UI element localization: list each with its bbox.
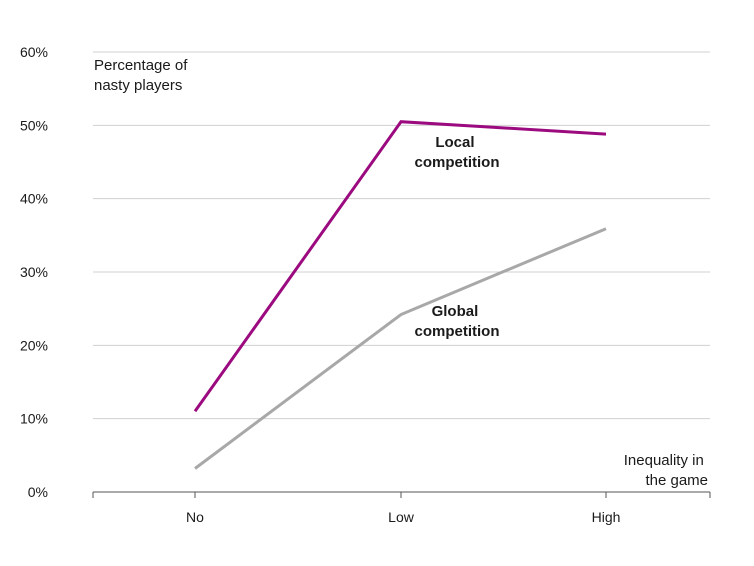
series-line-global-competition — [194, 227, 607, 470]
y-tick-label: 30% — [20, 264, 48, 280]
series-label-local-line-1: Local — [435, 134, 474, 151]
x-axis — [92, 491, 711, 498]
series-label-global-competition: Global competition — [415, 303, 500, 340]
y-axis-title: Percentage of nasty players — [94, 57, 192, 94]
x-axis-title: Inequality in the game — [624, 452, 708, 489]
gridlines — [93, 51, 710, 420]
y-tick-label: 60% — [20, 44, 48, 60]
series-label-local-competition: Local competition — [415, 134, 500, 171]
series-label-global-line-2: competition — [415, 323, 500, 340]
x-tick-label: No — [186, 509, 204, 525]
y-tick-label: 20% — [20, 337, 48, 353]
series-label-local-line-2: competition — [415, 154, 500, 171]
y-tick-label: 10% — [20, 411, 48, 427]
x-axis-title-line-2: the game — [645, 472, 708, 489]
series-label-global-line-1: Global — [432, 303, 479, 320]
x-tick-label: Low — [388, 509, 415, 525]
y-axis-tick-labels: 0% 10% 20% 30% 40% 50% 60% — [20, 44, 48, 500]
x-axis-tick-labels: No Low High — [186, 509, 620, 525]
y-tick-label: 40% — [20, 191, 48, 207]
y-axis-title-line-1: Percentage of — [94, 57, 188, 74]
y-tick-label: 50% — [20, 117, 48, 133]
y-tick-label: 0% — [28, 484, 48, 500]
series-line-local-competition — [193, 120, 607, 413]
x-axis-title-line-1: Inequality in — [624, 452, 704, 469]
series-lines — [193, 120, 607, 470]
y-axis-title-line-2: nasty players — [94, 77, 182, 94]
annotations: Percentage of nasty players Inequality i… — [94, 57, 708, 489]
x-tick-label: High — [592, 509, 621, 525]
